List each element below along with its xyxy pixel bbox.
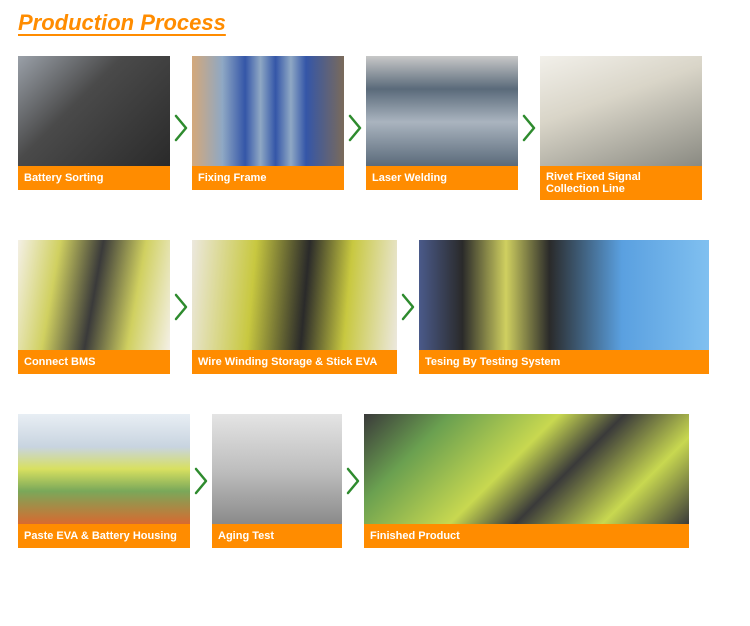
process-step: Laser Welding xyxy=(366,56,518,200)
step-arrow xyxy=(170,56,192,200)
step-label: Rivet Fixed Signal Collection Line xyxy=(540,166,702,200)
process-rows: Battery Sorting Fixing Frame Laser Weldi… xyxy=(18,56,732,548)
arrow-icon xyxy=(521,112,537,144)
step-label: Connect BMS xyxy=(18,350,170,374)
arrow-icon xyxy=(400,291,416,323)
step-label: Wire Winding Storage & Stick EVA xyxy=(192,350,397,374)
step-label: Finished Product xyxy=(364,524,689,548)
step-photo xyxy=(18,56,170,166)
step-label: Paste EVA & Battery Housing xyxy=(18,524,190,548)
arrow-icon xyxy=(173,112,189,144)
process-step: Fixing Frame xyxy=(192,56,344,200)
step-photo xyxy=(18,414,190,524)
step-label: Aging Test xyxy=(212,524,342,548)
arrow-icon xyxy=(347,112,363,144)
step-photo xyxy=(364,414,689,524)
step-label: Laser Welding xyxy=(366,166,518,190)
step-arrow xyxy=(518,56,540,200)
process-step: Wire Winding Storage & Stick EVA xyxy=(192,240,397,374)
step-photo xyxy=(419,240,709,350)
process-step: Connect BMS xyxy=(18,240,170,374)
step-label: Tesing By Testing System xyxy=(419,350,709,374)
process-step: Tesing By Testing System xyxy=(419,240,709,374)
process-row: Battery Sorting Fixing Frame Laser Weldi… xyxy=(18,56,732,200)
process-step: Battery Sorting xyxy=(18,56,170,200)
step-arrow xyxy=(397,240,419,374)
process-row: Connect BMS Wire Winding Storage & Stick… xyxy=(18,240,732,374)
step-label: Fixing Frame xyxy=(192,166,344,190)
arrow-icon xyxy=(345,465,361,497)
arrow-icon xyxy=(193,465,209,497)
process-row: Paste EVA & Battery Housing Aging Test F… xyxy=(18,414,732,548)
arrow-icon xyxy=(173,291,189,323)
process-step: Rivet Fixed Signal Collection Line xyxy=(540,56,702,200)
process-step: Paste EVA & Battery Housing xyxy=(18,414,190,548)
step-photo xyxy=(366,56,518,166)
step-photo xyxy=(18,240,170,350)
step-photo xyxy=(212,414,342,524)
page-title: Production Process xyxy=(18,10,732,36)
step-arrow xyxy=(342,414,364,548)
step-arrow xyxy=(344,56,366,200)
step-photo xyxy=(540,56,702,166)
step-photo xyxy=(192,240,397,350)
process-step: Aging Test xyxy=(212,414,342,548)
step-label: Battery Sorting xyxy=(18,166,170,190)
step-arrow xyxy=(190,414,212,548)
step-arrow xyxy=(170,240,192,374)
process-step: Finished Product xyxy=(364,414,689,548)
step-photo xyxy=(192,56,344,166)
